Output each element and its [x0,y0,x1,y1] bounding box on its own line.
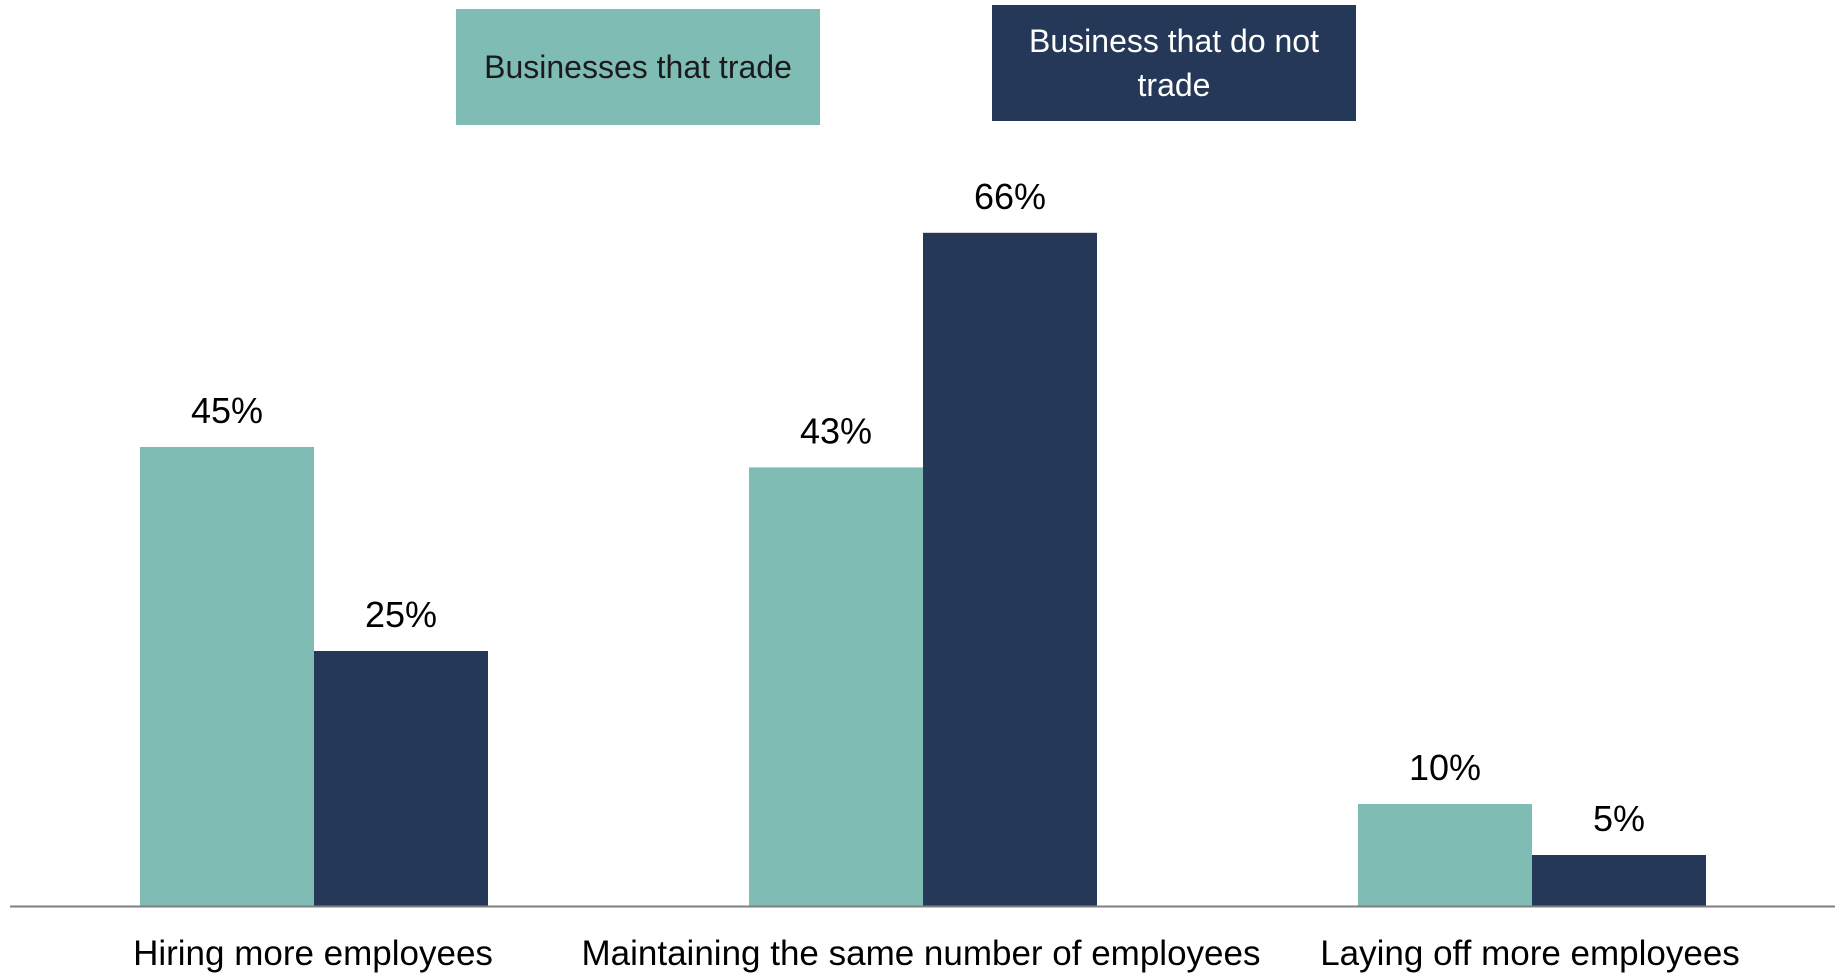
bar-no-trade-1 [923,232,1097,907]
bar-no-trade-0 [314,651,488,906]
data-label: 66% [974,176,1046,217]
bar-trade-2 [1358,804,1532,906]
bar-trade-1 [749,467,923,906]
bar-trade-0 [140,447,314,906]
legend-label: Business that do not trade [1029,23,1319,103]
legend-label: Businesses that trade [484,49,792,85]
data-label: 10% [1409,747,1481,788]
data-label: 5% [1593,798,1645,839]
legend-item-business-that-do-not-trade: Business that do not trade [992,5,1356,121]
data-label: 43% [800,410,872,451]
category-label: Hiring more employees [133,934,493,973]
data-label: 25% [365,594,437,635]
category-label: Maintaining the same number of employees [582,934,1261,973]
data-label: 45% [191,390,263,431]
category-label: Laying off more employees [1320,934,1740,973]
bar-no-trade-2 [1532,855,1706,906]
legend-item-businesses-that-trade: Businesses that trade [456,9,820,125]
